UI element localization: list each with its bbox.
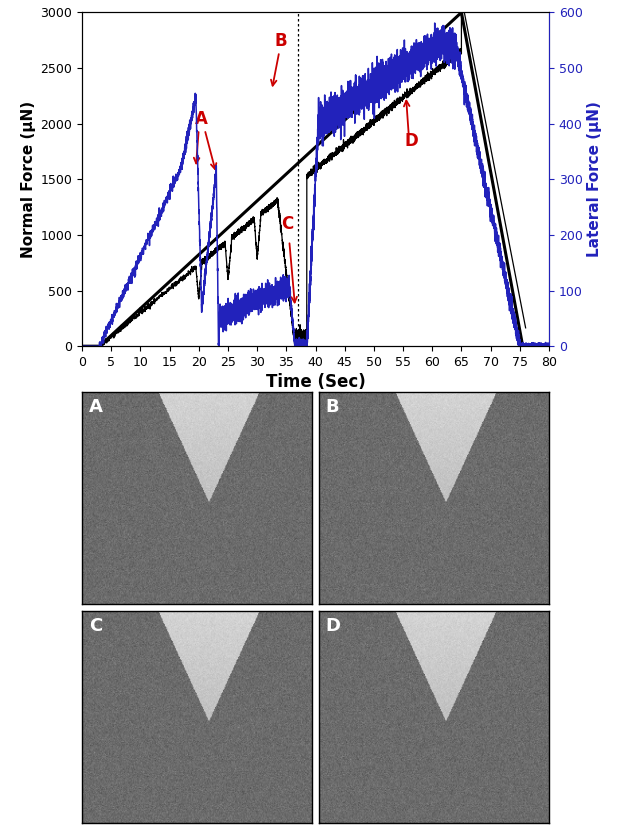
Text: B: B xyxy=(274,32,287,50)
Y-axis label: Normal Force (μN): Normal Force (μN) xyxy=(21,101,36,258)
Text: D: D xyxy=(326,617,341,635)
Y-axis label: Lateral Force (μN): Lateral Force (μN) xyxy=(587,101,602,258)
X-axis label: Time (Sec): Time (Sec) xyxy=(266,373,365,391)
Text: A: A xyxy=(195,110,208,128)
Text: C: C xyxy=(281,215,293,234)
Text: C: C xyxy=(89,617,102,635)
Text: D: D xyxy=(405,132,419,150)
Text: A: A xyxy=(89,398,103,416)
Text: B: B xyxy=(326,398,339,416)
